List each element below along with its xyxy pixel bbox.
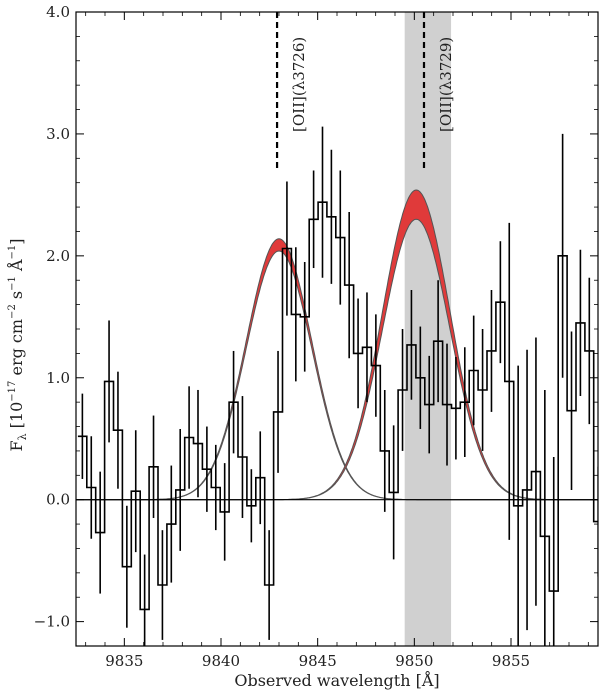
x-tick-label: 9855 [492, 652, 530, 670]
x-axis-label: Observed wavelength [Å] [234, 670, 439, 690]
x-tick-label: 9845 [299, 652, 337, 670]
x-tick-label: 9835 [105, 652, 143, 670]
x-tick-label: 9850 [395, 652, 433, 670]
emission-line-label-1: [OII](λ3726) [290, 37, 308, 132]
y-tick-label: 0.0 [46, 491, 70, 509]
y-tick-label: −1.0 [34, 613, 70, 631]
y-tick-label: 2.0 [46, 247, 70, 265]
x-tick-label: 9840 [202, 652, 240, 670]
spectrum-histogram [77, 201, 598, 611]
y-axis-label: Fλ [10−17 erg cm−2 s−1 Å−1] [6, 239, 29, 452]
y-tick-label: 1.0 [46, 369, 70, 387]
shaded-region [404, 12, 452, 646]
y-tick-label: 3.0 [46, 125, 70, 143]
emission-line-label-2: [OII](λ3729) [437, 37, 455, 132]
plot-frame [75, 11, 599, 647]
y-tick-label: 4.0 [46, 3, 70, 21]
